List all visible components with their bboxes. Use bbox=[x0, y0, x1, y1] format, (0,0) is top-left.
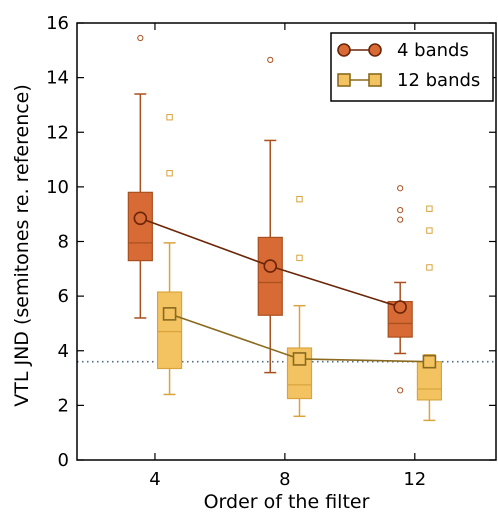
legend-entry-12-bands: 12 bands bbox=[337, 70, 480, 91]
x-tick-label: 8 bbox=[279, 469, 290, 490]
legend-entry-4-bands: 4 bands bbox=[337, 40, 469, 61]
box-4-bands-8 bbox=[257, 56, 283, 374]
mean-point bbox=[133, 211, 148, 226]
outlier-point bbox=[166, 170, 173, 177]
box-iqr bbox=[257, 236, 283, 316]
x-tick-label: 4 bbox=[149, 469, 160, 490]
y-tick-label: 8 bbox=[58, 232, 69, 253]
x-axis-label: Order of the filter bbox=[204, 491, 370, 513]
legend-marker bbox=[337, 43, 351, 57]
outlier-point bbox=[397, 216, 404, 223]
outlier-point bbox=[426, 264, 433, 271]
mean-point bbox=[292, 352, 307, 366]
y-tick-label: 16 bbox=[46, 13, 69, 34]
outlier-point bbox=[397, 387, 404, 394]
y-tick-label: 10 bbox=[46, 177, 69, 198]
plot-content bbox=[77, 34, 496, 422]
outlier-point bbox=[397, 185, 404, 192]
outlier-point bbox=[426, 205, 433, 212]
outlier-point bbox=[267, 56, 274, 63]
box-iqr bbox=[156, 291, 183, 370]
box-12-bands-12 bbox=[416, 205, 443, 422]
legend: 4 bands 12 bands bbox=[330, 32, 494, 102]
ticks: 0 2 4 6 8 10 12 14 16 4 8 12 bbox=[46, 13, 496, 490]
box-12-bands-8 bbox=[286, 195, 313, 418]
y-axis-label: VTL JND (semitones re. reference) bbox=[11, 84, 33, 407]
outlier-point bbox=[137, 34, 144, 42]
outlier-point bbox=[397, 206, 404, 214]
outlier-point bbox=[296, 195, 303, 203]
outlier-point bbox=[166, 114, 173, 121]
box-12-bands-4 bbox=[156, 114, 183, 396]
y-tick-label: 14 bbox=[46, 68, 69, 89]
x-tick-label: 12 bbox=[403, 469, 426, 490]
mean-point bbox=[263, 259, 278, 273]
mean-point bbox=[393, 300, 407, 314]
y-tick-label: 6 bbox=[58, 286, 69, 307]
outlier-point bbox=[426, 227, 433, 234]
legend-label: 4 bands bbox=[397, 40, 469, 61]
box-4-bands-4 bbox=[127, 34, 153, 319]
legend-frame bbox=[330, 32, 494, 102]
box-iqr bbox=[127, 191, 153, 262]
y-tick-label: 12 bbox=[46, 122, 69, 143]
y-tick-label: 2 bbox=[58, 395, 69, 416]
mean-point bbox=[422, 354, 437, 369]
legend-label: 12 bands bbox=[397, 70, 480, 91]
legend-marker bbox=[368, 73, 382, 87]
legend-marker bbox=[337, 73, 351, 87]
y-tick-label: 0 bbox=[58, 450, 69, 471]
mean-point bbox=[162, 307, 177, 321]
outlier-point bbox=[296, 254, 303, 262]
y-tick-label: 4 bbox=[58, 341, 69, 362]
legend-marker bbox=[368, 43, 382, 57]
